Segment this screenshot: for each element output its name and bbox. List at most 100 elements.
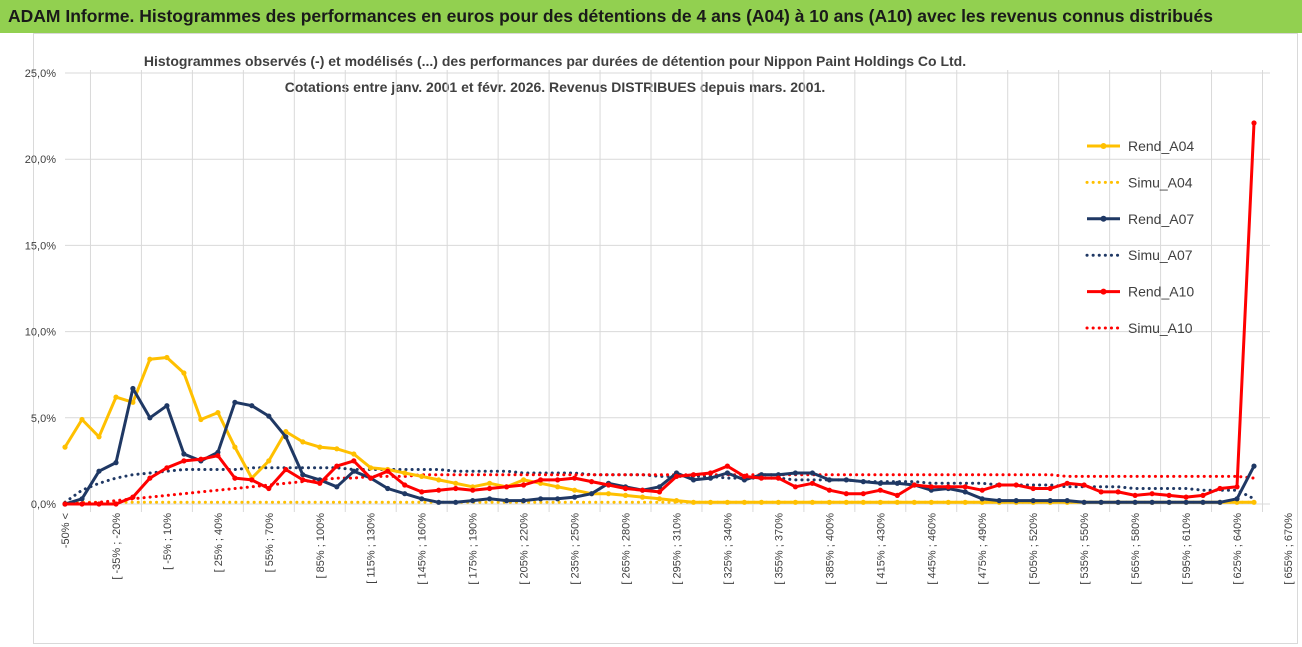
data-point: [962, 489, 968, 495]
x-tick-label: [ -5% ; 10%: [162, 513, 174, 570]
data-point: [979, 496, 985, 502]
data-point: [826, 499, 833, 505]
data-point: [1064, 498, 1070, 504]
data-point: [164, 465, 170, 471]
data-point: [775, 499, 782, 505]
data-point: [996, 482, 1002, 488]
series-Rend_A07: [62, 385, 1257, 507]
legend-label: Simu_A10: [1128, 320, 1193, 336]
x-tick-label: [ 175% ; 190%: [468, 513, 480, 585]
data-point: [894, 499, 900, 505]
data-point: [1098, 499, 1104, 505]
data-point: [792, 470, 799, 476]
data-point: [1166, 492, 1172, 498]
y-axis: 0,0% 5,0% 10,0% 15,0% 20,0% 25,0%: [25, 68, 56, 511]
data-point: [504, 498, 510, 504]
data-point: [232, 475, 238, 481]
data-point: [521, 477, 527, 483]
data-point: [843, 491, 849, 497]
data-point: [555, 484, 561, 490]
data-point: [232, 399, 238, 405]
x-tick-label: [ -35% ; -20%: [111, 513, 123, 580]
data-point: [690, 472, 697, 478]
legend-item-Simu_A10: Simu_A10: [1085, 320, 1193, 336]
data-point: [198, 416, 204, 423]
x-tick-label: -50% <: [60, 513, 72, 548]
y-tick-label: 5,0%: [31, 413, 56, 425]
data-point: [928, 484, 934, 490]
data-point: [758, 499, 765, 505]
data-point: [1234, 484, 1240, 490]
x-tick-label: [ 235% ; 250%: [570, 513, 582, 585]
data-point: [724, 470, 731, 476]
data-point: [724, 463, 731, 469]
data-point: [317, 480, 323, 486]
data-point: [1251, 499, 1257, 505]
data-point: [147, 356, 153, 362]
data-point: [1132, 499, 1138, 505]
data-point: [113, 460, 119, 466]
y-tick-label: 20,0%: [25, 154, 56, 166]
data-point: [589, 491, 595, 497]
data-point: [843, 477, 849, 483]
data-point: [521, 498, 527, 504]
data-point: [453, 499, 459, 505]
data-point: [368, 475, 374, 481]
data-point: [1098, 489, 1104, 495]
data-point: [470, 498, 476, 504]
data-point: [572, 487, 578, 493]
data-point: [758, 475, 765, 481]
data-point: [504, 484, 510, 490]
x-tick-label: [ 385% ; 400%: [824, 513, 836, 585]
legend-label: Rend_A04: [1128, 138, 1194, 154]
data-point: [707, 475, 714, 481]
data-point: [962, 484, 968, 490]
data-point: [113, 501, 119, 507]
data-point: [351, 458, 357, 464]
data-point: [792, 484, 799, 490]
x-tick-label: [ 505% ; 520%: [1028, 513, 1040, 585]
data-point: [334, 484, 340, 490]
x-tick-label: [ 325% ; 340%: [722, 513, 734, 585]
data-point: [453, 480, 459, 486]
data-point: [1251, 463, 1257, 469]
legend-item-Simu_A07: Simu_A07: [1085, 247, 1193, 263]
data-point: [215, 410, 221, 416]
gridlines: [65, 70, 1270, 512]
legend-item-Rend_A10: Rend_A10: [1087, 284, 1194, 300]
data-point: [673, 473, 680, 479]
data-point: [826, 487, 833, 493]
data-point: [843, 499, 849, 505]
data-point: [809, 470, 816, 476]
data-point: [215, 453, 221, 459]
data-point: [877, 499, 883, 505]
x-tick-label: [ 85% ; 100%: [315, 513, 327, 579]
data-point: [385, 468, 391, 474]
data-point: [639, 487, 646, 493]
data-point: [300, 477, 306, 483]
data-point: [1081, 482, 1087, 488]
data-point: [300, 439, 306, 445]
data-point: [724, 499, 731, 505]
data-point: [164, 403, 170, 409]
series-group: [62, 120, 1257, 507]
data-point: [487, 496, 493, 502]
data-point: [572, 475, 578, 481]
data-point: [300, 472, 306, 478]
data-point: [1030, 485, 1036, 492]
data-point: [911, 499, 917, 505]
data-point: [62, 444, 68, 450]
x-tick-label: [ 145% ; 160%: [417, 513, 429, 585]
data-point: [928, 499, 934, 505]
data-point: [351, 468, 357, 474]
legend-label: Simu_A07: [1128, 247, 1193, 263]
data-point: [860, 479, 866, 485]
data-point: [656, 484, 663, 490]
data-point: [707, 499, 714, 505]
data-point: [962, 499, 968, 505]
data-point: [1115, 499, 1121, 505]
data-point: [639, 494, 646, 500]
page-title: ADAM Informe. Histogrammes des performan…: [8, 6, 1213, 26]
data-point: [622, 485, 629, 492]
data-point: [79, 416, 85, 423]
